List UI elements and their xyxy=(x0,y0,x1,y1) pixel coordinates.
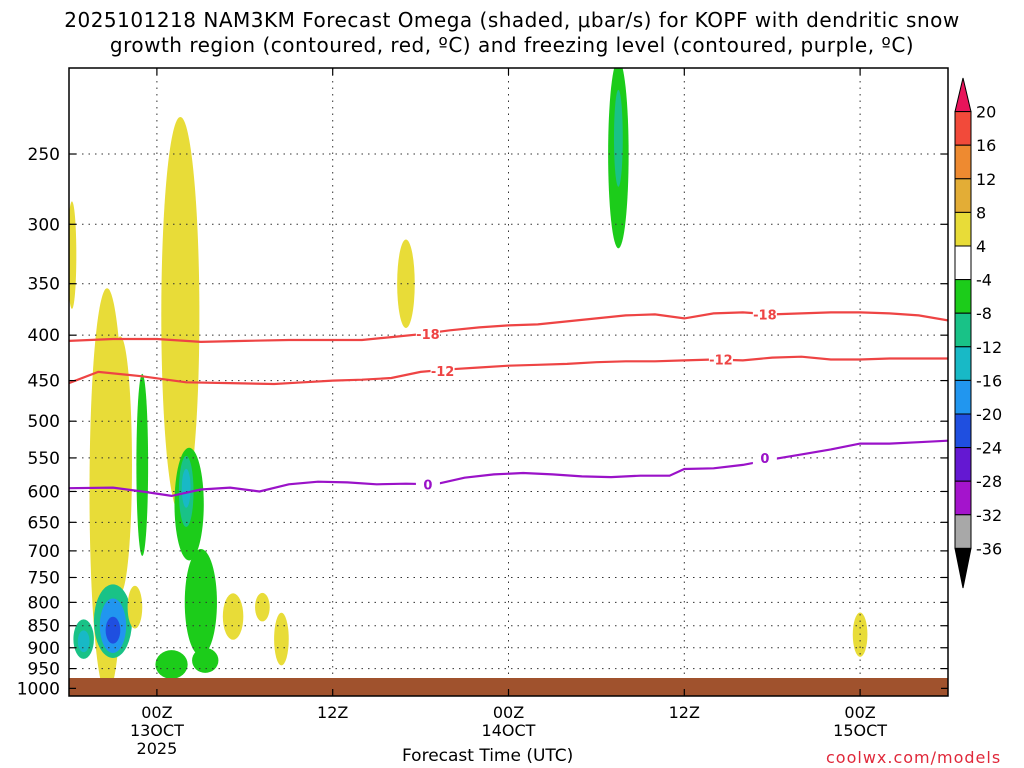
omega-shading xyxy=(69,68,868,695)
contour-label-bg xyxy=(415,476,440,492)
omega-cell-27 xyxy=(397,239,415,328)
y-tick-label-700: 700 xyxy=(28,542,60,562)
contour-label-bg xyxy=(430,363,455,379)
omega-cell-26 xyxy=(274,612,289,666)
omega-cell-12 xyxy=(181,468,191,508)
y-tick-label-650: 650 xyxy=(28,513,60,533)
x-tick-label-48-0: 00Z xyxy=(844,703,875,722)
colorbar-label--36: -36 xyxy=(976,539,1002,558)
contour-label-bg xyxy=(752,306,777,322)
colorbar-label-12: 12 xyxy=(976,170,996,189)
colorbar-label-4: 4 xyxy=(976,237,986,256)
colorbar-label--20: -20 xyxy=(976,405,1002,424)
contour-label--12-0: -12 xyxy=(431,365,455,380)
colorbar-label--28: -28 xyxy=(976,472,1002,491)
contour-label--12-1: -12 xyxy=(709,353,733,368)
colorbar-label-16: 16 xyxy=(976,136,996,155)
y-tick-label-350: 350 xyxy=(28,275,60,295)
omega-cell-23 xyxy=(255,592,270,622)
contour-0 xyxy=(69,439,948,498)
x-tick-label-0-0: 00Z xyxy=(141,703,172,722)
colorbar-label--4: -4 xyxy=(976,271,992,290)
omega-cell-22 xyxy=(226,605,240,633)
y-tick-label-850: 850 xyxy=(28,617,60,637)
x-tick-label-24-0: 00Z xyxy=(493,703,524,722)
ground-surface xyxy=(69,678,948,696)
contour--18 xyxy=(69,311,948,344)
omega-cell-4 xyxy=(116,407,127,481)
contour--12 xyxy=(69,355,948,386)
y-axis: 2503003504004505005506006507007508008509… xyxy=(17,145,948,699)
colorbar-segment-6 xyxy=(954,279,972,314)
colorbar-segment-0 xyxy=(954,77,972,113)
y-tick-label-300: 300 xyxy=(28,215,60,235)
colorbar-label--16: -16 xyxy=(976,371,1002,390)
contour-label-0-0: 0 xyxy=(423,478,432,493)
temperature-contours xyxy=(69,311,948,498)
y-tick-label-400: 400 xyxy=(28,326,60,346)
omega-cell-29 xyxy=(613,89,623,187)
grid-lines xyxy=(69,68,948,696)
y-tick-label-600: 600 xyxy=(28,482,60,502)
colorbar-segment-13 xyxy=(954,514,972,549)
chart-title-line-2: growth region (contoured, red, ºC) and f… xyxy=(109,33,915,57)
omega-cell-18 xyxy=(77,630,90,653)
y-tick-label-750: 750 xyxy=(28,568,60,588)
y-tick-label-450: 450 xyxy=(28,372,60,392)
x-tick-label-48-1: 15OCT xyxy=(833,721,887,740)
contour-label-bg xyxy=(415,326,440,342)
omega-cell-16 xyxy=(105,616,121,644)
contour-label-0-1: 0 xyxy=(760,452,769,467)
colorbar: 20 16 12 8 4 -4 -8 -12 -16 -20 -24 -28 -32 -36 xyxy=(954,77,1002,589)
colorbar-label-8: 8 xyxy=(976,203,986,222)
colorbar-segment-11 xyxy=(954,447,972,482)
colorbar-label--8: -8 xyxy=(976,304,992,323)
colorbar-segment-8 xyxy=(954,346,972,381)
y-tick-label-250: 250 xyxy=(28,145,60,165)
omega-cell-20 xyxy=(130,595,140,620)
colorbar-segment-9 xyxy=(954,379,972,415)
omega-cell-9 xyxy=(173,311,185,378)
y-tick-label-900: 900 xyxy=(28,639,60,659)
x-tick-label-24-1: 14OCT xyxy=(482,721,536,740)
contour-labels: -18 -18 -12 -12 0 0 xyxy=(415,306,777,493)
omega-cell-5 xyxy=(136,373,149,557)
colorbar-segment-2 xyxy=(954,144,972,180)
contour-label--18-0: -18 xyxy=(416,328,440,343)
colorbar-label--32: -32 xyxy=(976,506,1002,525)
chart-title-line-1: 2025101218 NAM3KM Forecast Omega (shaded… xyxy=(64,8,960,32)
y-tick-label-500: 500 xyxy=(28,412,60,432)
colorbar-segment-12 xyxy=(954,480,972,516)
colorbar-segment-10 xyxy=(954,413,972,449)
omega-cell-25 xyxy=(192,647,219,673)
omega-cell-0 xyxy=(69,201,77,309)
colorbar-segment-3 xyxy=(954,178,972,213)
y-tick-label-1000: 1000 xyxy=(17,679,60,699)
colorbar-segment-1 xyxy=(954,111,972,146)
colorbar-segment-14 xyxy=(954,547,972,589)
y-tick-label-550: 550 xyxy=(28,449,60,469)
contour-label--18-1: -18 xyxy=(753,308,777,323)
x-tick-label-0-2: 2025 xyxy=(137,739,178,758)
colorbar-label--12: -12 xyxy=(976,338,1002,357)
omega-cell-13 xyxy=(184,549,217,656)
colorbar-segment-7 xyxy=(954,312,972,348)
x-tick-label-12-0: 12Z xyxy=(317,703,348,722)
colorbar-segment-4 xyxy=(954,211,972,247)
contour-label-bg xyxy=(752,449,777,465)
omega-cell-24 xyxy=(155,650,188,679)
y-tick-label-950: 950 xyxy=(28,660,60,680)
contour-label-bg xyxy=(708,351,733,367)
credit-text: coolwx.com/models xyxy=(826,748,1002,767)
x-tick-label-0-1: 13OCT xyxy=(130,721,184,740)
colorbar-label-20: 20 xyxy=(976,103,996,122)
colorbar-label--24: -24 xyxy=(976,439,1002,458)
y-tick-label-800: 800 xyxy=(28,593,60,613)
x-tick-label-36-0: 12Z xyxy=(669,703,700,722)
x-axis-label: Forecast Time (UTC) xyxy=(402,746,574,766)
colorbar-segment-5 xyxy=(954,245,972,281)
